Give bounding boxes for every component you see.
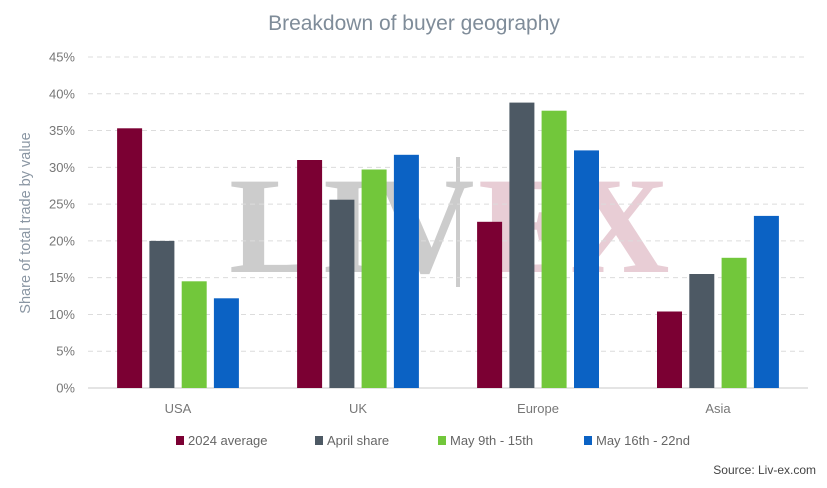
bar: [689, 274, 715, 388]
x-tick-label: Europe: [517, 401, 559, 416]
y-tick-label: 20%: [49, 233, 75, 248]
y-tick-label: 35%: [49, 123, 75, 138]
source-note: Source: Liv-ex.com: [713, 463, 816, 477]
bar: [117, 128, 143, 389]
bar: [574, 150, 599, 388]
legend-label: May 16th - 22nd: [596, 433, 690, 448]
legend-swatch: [438, 436, 446, 445]
x-axis-ticks: USA UK Europe Asia: [165, 401, 732, 416]
y-tick-label: 5%: [56, 344, 75, 359]
bar: [721, 257, 747, 388]
legend-label: 2024 average: [188, 433, 268, 448]
y-tick-label: 25%: [49, 197, 75, 212]
watermark-right-text: EX: [478, 149, 670, 302]
y-tick-label: 45%: [49, 50, 75, 65]
bar: [509, 102, 535, 388]
legend-label: April share: [327, 433, 389, 448]
y-axis-ticks: 0% 5% 10% 15% 20% 25% 30% 35% 40% 45%: [49, 50, 75, 396]
x-tick-label: Asia: [705, 401, 731, 416]
bars: [117, 102, 779, 389]
bar: [361, 169, 387, 388]
bar: [297, 160, 323, 388]
bar: [541, 110, 567, 388]
gridlines: [88, 56, 808, 389]
bar: [753, 215, 779, 388]
y-tick-label: 10%: [49, 307, 75, 322]
legend-swatch: [584, 436, 592, 445]
bar: [149, 240, 175, 388]
legend-label: May 9th - 15th: [450, 433, 533, 448]
y-axis-label: Share of total trade by value: [18, 132, 34, 313]
bar: [213, 298, 239, 388]
chart-title: Breakdown of buyer geography: [268, 12, 560, 35]
watermark-divider: [456, 157, 460, 287]
bar: [477, 221, 503, 388]
bar: [329, 199, 355, 388]
y-tick-label: 40%: [49, 86, 75, 101]
bar: [181, 281, 207, 388]
bar: [657, 311, 682, 388]
x-tick-label: USA: [165, 401, 192, 416]
legend-swatch: [315, 436, 323, 445]
x-tick-label: UK: [349, 401, 367, 416]
legend: 2024 average April share May 9th - 15th May…: [176, 433, 690, 448]
legend-swatch: [176, 436, 184, 445]
y-tick-label: 15%: [49, 270, 75, 285]
watermark-logo: LIVEX: [229, 149, 670, 302]
y-tick-label: 30%: [49, 160, 75, 175]
bar: [393, 154, 419, 388]
y-tick-label: 0%: [56, 381, 75, 396]
